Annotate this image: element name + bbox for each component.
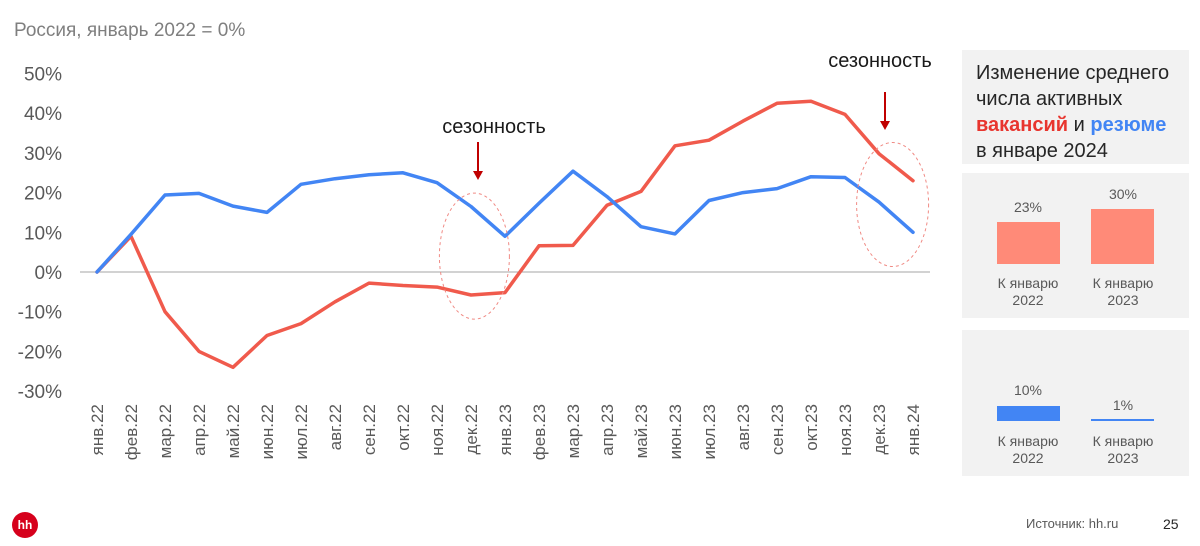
x-tick-label: ноя.23: [836, 404, 855, 456]
bar-category-label: К январю 2023: [1078, 433, 1168, 467]
x-tick-label: июн.22: [258, 404, 277, 459]
y-tick-label: 20%: [24, 184, 62, 205]
category-line1: К январю: [1092, 275, 1154, 291]
legend-resumes: резюме: [1090, 114, 1167, 136]
seasonality-annotation: сезонность: [442, 116, 546, 138]
x-tick-label: янв.24: [904, 404, 923, 455]
x-tick-label: июл.22: [292, 404, 311, 459]
y-tick-label: -10%: [18, 303, 62, 324]
bar-category-label: К январю 2023: [1078, 275, 1168, 309]
panel-title-line1: Изменение среднего: [976, 62, 1170, 84]
category-line2: 2023: [1107, 292, 1139, 308]
seasonality-ellipse: [856, 142, 930, 268]
x-tick-label: авг.23: [734, 404, 753, 450]
x-tick-label: мар.22: [156, 404, 175, 458]
x-tick-label: мар.23: [564, 404, 583, 458]
bar-category-label: К январю 2022: [983, 433, 1073, 467]
vacancies-bar-label: 30%: [1108, 186, 1138, 202]
seasonality-ellipse: [438, 192, 510, 320]
y-tick-label: 40%: [24, 104, 62, 125]
annotation-arrow-head: [473, 171, 483, 180]
hh-logo: hh: [12, 512, 38, 538]
source-note: Источник: hh.ru: [1026, 516, 1119, 531]
vacancies-bar-jan2023: [1091, 209, 1154, 264]
y-tick-label: -30%: [18, 382, 62, 403]
y-tick-label: 30%: [24, 144, 62, 165]
vacancies-bar-label: 23%: [1013, 199, 1043, 215]
panel-title-line2: числа активных: [976, 88, 1123, 110]
x-tick-label: сен.22: [360, 404, 379, 455]
bar-category-label: К январю 2022: [983, 275, 1073, 309]
x-tick-label: янв.22: [88, 404, 107, 455]
resumes-bar-label: 1%: [1112, 397, 1134, 413]
y-tick-label: 0%: [35, 263, 63, 284]
chart-subtitle: Россия, январь 2022 = 0%: [14, 20, 246, 41]
x-tick-label: май.23: [632, 404, 651, 458]
vacancies-bar-jan2022: [997, 221, 1060, 264]
category-line1: К январю: [997, 275, 1059, 291]
category-line2: 2022: [1012, 292, 1044, 308]
x-tick-label: сен.23: [768, 404, 787, 455]
category-line2: 2022: [1012, 450, 1044, 466]
x-tick-label: янв.23: [496, 404, 515, 455]
category-line1: К январю: [997, 433, 1059, 449]
page-number: 25: [1163, 516, 1179, 532]
x-tick-label: ноя.22: [428, 404, 447, 456]
panel-title-line4: в январе 2024: [976, 140, 1108, 162]
x-tick-label: окт.23: [802, 404, 821, 451]
line-chart: 50% 40% 30% 20% 10% 0% -10% -20% -30% янв.22 фев.2…: [18, 50, 932, 460]
resumes-bar-panel: [962, 330, 1189, 476]
x-tick-label: фев.23: [530, 404, 549, 460]
annotation-arrow-head: [880, 121, 890, 130]
series-line-resumes: [95, 169, 915, 274]
legend-panel: [962, 50, 1189, 164]
x-tick-label: апр.23: [598, 404, 617, 456]
category-line1: К январю: [1092, 433, 1154, 449]
y-tick-label: 50%: [24, 65, 62, 86]
x-tick-label: фев.22: [122, 404, 141, 460]
resumes-bar-jan2023: [1091, 419, 1154, 421]
x-tick-label: июл.23: [700, 404, 719, 459]
y-tick-label: 10%: [24, 223, 62, 244]
series-line-vacancies: [95, 99, 915, 370]
x-tick-label: дек.23: [870, 404, 889, 454]
resumes-bar-label: 10%: [1013, 382, 1043, 398]
y-tick-label: -20%: [18, 342, 62, 363]
x-tick-label: дек.22: [462, 404, 481, 454]
x-tick-label: окт.22: [394, 404, 413, 451]
resumes-bar-jan2022: [997, 406, 1060, 421]
x-tick-label: май.22: [224, 404, 243, 458]
panel-title: Изменение среднего числа активных ваканс…: [976, 60, 1181, 164]
x-tick-label: апр.22: [190, 404, 209, 456]
category-line2: 2023: [1107, 450, 1139, 466]
x-tick-label: июн.23: [666, 404, 685, 459]
panel-title-and: и: [1068, 114, 1091, 136]
x-tick-label: авг.22: [326, 404, 345, 450]
seasonality-annotation: сезонность: [828, 50, 932, 72]
legend-vacancies: вакансий: [976, 114, 1069, 136]
